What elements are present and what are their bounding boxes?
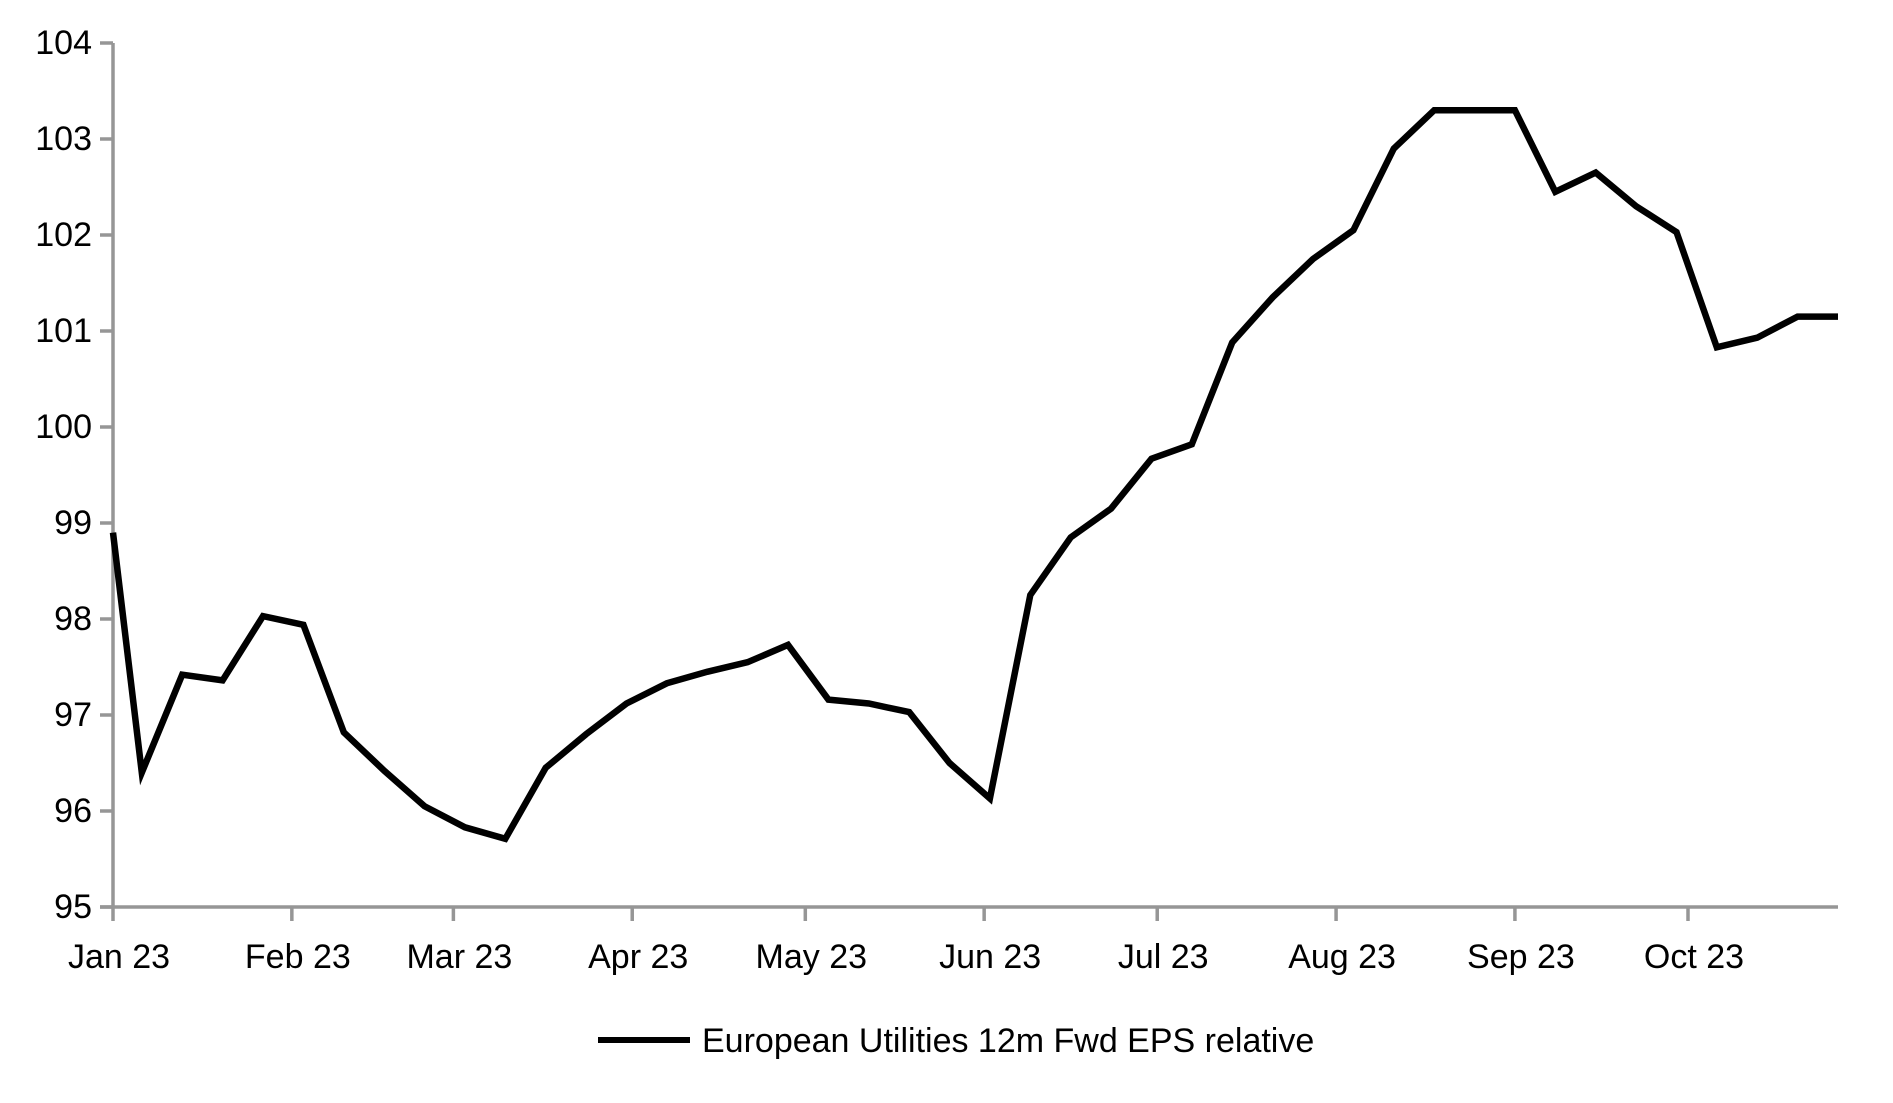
x-tick-label: Jan 23 — [68, 938, 170, 976]
data-series-line — [109, 106, 1838, 843]
x-tick-label: Aug 23 — [1288, 938, 1396, 976]
x-tick-label: Jul 23 — [1118, 938, 1209, 976]
series-polyline — [109, 106, 1838, 843]
y-tick-label: 101 — [35, 312, 92, 350]
x-tick-label: Feb 23 — [245, 938, 351, 976]
y-axis: 95 96 97 98 99 100 101 102 103 104 — [35, 24, 115, 926]
x-tick-label: Apr 23 — [588, 938, 688, 976]
y-tick-label: 100 — [35, 408, 92, 446]
legend: European Utilities 12m Fwd EPS relative — [598, 1022, 1314, 1060]
y-tick-label: 103 — [35, 120, 92, 158]
y-tick-label: 99 — [54, 504, 92, 542]
y-tick-label: 95 — [54, 888, 92, 926]
x-tick-label: Mar 23 — [406, 938, 512, 976]
x-tick-label: Jun 23 — [939, 938, 1041, 976]
y-tick-label: 98 — [54, 600, 92, 638]
y-tick-label: 96 — [54, 792, 92, 830]
x-tick-label: Sep 23 — [1467, 938, 1575, 976]
legend-label: European Utilities 12m Fwd EPS relative — [702, 1022, 1314, 1060]
y-tick-label: 104 — [35, 24, 92, 62]
y-tick-label: 102 — [35, 216, 92, 254]
x-tick-label: Oct 23 — [1644, 938, 1744, 976]
y-tick-label: 97 — [54, 696, 92, 734]
x-axis: Jan 23 Feb 23 Mar 23 Apr 23 May 23 Jun 23 Jul … — [68, 905, 1838, 976]
x-tick-label: May 23 — [756, 938, 868, 976]
